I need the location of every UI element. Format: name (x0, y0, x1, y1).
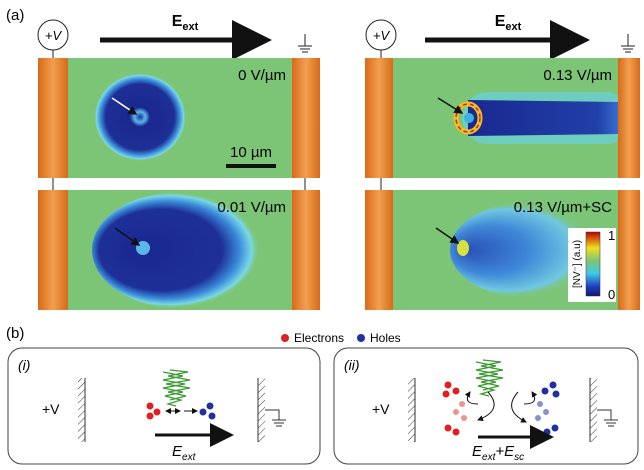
image: 0 V/µm 10 µm (38, 58, 320, 178)
electrode-hatch (590, 378, 597, 442)
electrode (365, 190, 393, 310)
electron (461, 415, 467, 421)
page: (a) +V Eext +V Eext 0 V/µm 10 µm 0.13 V/… (0, 0, 644, 470)
hole (200, 409, 207, 416)
field-sub: sc (514, 452, 524, 463)
field-main: E (495, 13, 506, 30)
field-value: 0 V/µm (238, 67, 286, 84)
electron (445, 382, 452, 389)
field-label: Eext (172, 13, 199, 33)
core (136, 241, 150, 255)
column-header: +V Eext (366, 13, 635, 52)
hole (542, 388, 549, 395)
source-label: +V (42, 401, 60, 417)
field-sub: ext (182, 21, 198, 33)
electron (154, 409, 161, 416)
electron (147, 403, 154, 410)
column-header: +V Eext (38, 13, 312, 52)
hole (209, 413, 216, 420)
panel-label: (a) (6, 7, 24, 24)
streak (468, 100, 620, 136)
field-sub: ext (505, 21, 521, 33)
box-label: (ii) (344, 357, 360, 373)
hole (537, 401, 543, 407)
image: 0.01 V/µm (38, 190, 320, 310)
electrode (618, 190, 640, 310)
electron (453, 429, 460, 436)
hole (544, 429, 551, 436)
electrode (38, 58, 68, 178)
electron (147, 413, 154, 420)
electron (453, 388, 460, 395)
colorbar-title: [NV⁻] (a.u) (572, 240, 583, 288)
electrode (365, 58, 393, 178)
blob (94, 73, 186, 161)
ground (621, 34, 635, 52)
image: 0.13 V/µm+SC 1 0 [NV⁻] (a.u) (365, 190, 640, 310)
hole (543, 409, 549, 415)
core (464, 113, 474, 123)
legend-dot (357, 334, 365, 342)
ground (298, 34, 312, 52)
legend-dot (281, 334, 289, 342)
hole (552, 425, 559, 432)
colorbar-min: 0 (608, 287, 615, 302)
electrode-hatch (258, 378, 265, 442)
field-main: E (172, 13, 183, 30)
electrode (618, 58, 640, 178)
electrode-hatch (408, 378, 415, 442)
ring (457, 240, 469, 256)
image: 0.13 V/µm (365, 58, 640, 178)
source-label: +V (373, 28, 391, 43)
field-value: 0.13 V/µm+SC (514, 199, 612, 216)
source-label: +V (372, 401, 390, 417)
electron (453, 409, 459, 415)
electron (443, 391, 450, 398)
scale-label: 10 µm (230, 144, 272, 161)
electrode (38, 190, 68, 310)
source-label: +V (45, 28, 63, 43)
hole (207, 403, 214, 410)
electron (445, 425, 452, 432)
field-main: +E (495, 443, 515, 460)
scheme-box: (ii) +V Eext+Esc (334, 348, 638, 464)
hole (535, 415, 541, 421)
colorbar (586, 232, 600, 296)
field-label: Eext (495, 13, 522, 33)
field-sub: ext (182, 452, 197, 463)
field-value: 0.01 V/µm (217, 199, 286, 216)
panel-label: (b) (6, 325, 24, 342)
legend-label: Holes (370, 331, 401, 345)
box-label: (i) (18, 357, 30, 373)
field-value: 0.13 V/µm (543, 67, 612, 84)
legend-label: Electrons (294, 331, 344, 345)
scheme-box: (i) +V Eext (8, 348, 320, 464)
figure: (a) +V Eext +V Eext 0 V/µm 10 µm 0.13 V/… (0, 0, 644, 470)
electron (459, 401, 465, 407)
electrode (292, 58, 320, 178)
electrode-hatch (78, 378, 85, 442)
electrode (292, 190, 320, 310)
hole (553, 391, 560, 398)
colorbar-max: 1 (608, 228, 615, 243)
hole (550, 382, 557, 389)
